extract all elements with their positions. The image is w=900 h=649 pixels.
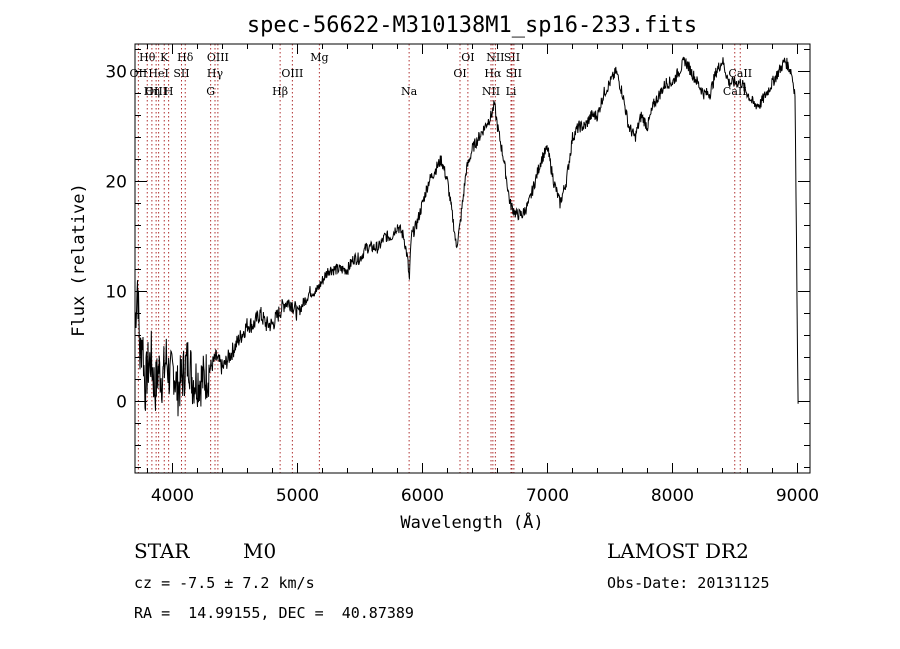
y-tick-label: 10 (105, 283, 127, 303)
emission-line-label: OII (130, 67, 148, 80)
emission-line-label: Hα (484, 67, 502, 80)
emission-line-label: OI (461, 51, 474, 64)
y-tick-label: 20 (105, 173, 127, 193)
emission-line-label: OI (453, 67, 466, 80)
emission-line-label: Hβ (272, 85, 288, 98)
y-tick-label: 0 (116, 393, 127, 413)
spectral-subclass: M0 (243, 539, 277, 563)
x-tick-label: 4000 (151, 486, 194, 506)
axes: 4000 5000 6000 7000 8000 9000 0 10 20 30 (105, 44, 819, 506)
emission-line-label: Mg (310, 51, 328, 64)
emission-line-label: SII (504, 51, 520, 64)
emission-line-label: OIII (207, 51, 229, 64)
emission-line-label: SII (173, 67, 189, 80)
x-tick-label: 8000 (651, 486, 694, 506)
x-tick-label: 6000 (401, 486, 444, 506)
x-axis-label: Wavelength (Å) (400, 511, 543, 533)
spectrum-line-0 (134, 56, 799, 417)
chart-title: spec-56622-M310138M1_sp16-233.fits (247, 13, 697, 38)
emission-line-label: Hη (144, 85, 160, 98)
emission-line-label: NII (482, 85, 500, 98)
survey-name: LAMOST DR2 (607, 539, 749, 563)
series-layer (134, 56, 799, 417)
emission-line-label: CaII (723, 85, 747, 98)
object-class: STAR (134, 539, 190, 563)
y-tick-label: 30 (105, 63, 127, 83)
emission-line-label: Li (506, 85, 517, 98)
x-tick-label: 5000 (276, 486, 319, 506)
emission-line-label: OIII (145, 85, 167, 98)
x-tick-label: 9000 (776, 486, 819, 506)
emission-line-label: Na (401, 85, 418, 98)
emission-line-label: Hδ (177, 51, 194, 64)
emission-line-markers: HθOIIOIIIKHeIHηHδSIIHOIIIHγGOIIIHβMgNaOI… (130, 44, 752, 473)
emission-line-label: Hθ (139, 51, 156, 64)
emission-line-label: NII (486, 51, 504, 64)
redshift-velocity: cz = -7.5 ± 7.2 km/s (134, 574, 315, 592)
plot-frame (134, 43, 811, 474)
observation-date: Obs-Date: 20131125 (607, 574, 770, 592)
emission-line-label: OIII (281, 67, 303, 80)
emission-line-label: H (164, 85, 174, 98)
y-axis-label: Flux (relative) (69, 183, 89, 337)
emission-line-label: Hγ (207, 67, 224, 80)
emission-line-label: K (160, 51, 169, 64)
x-tick-label: 7000 (526, 486, 569, 506)
emission-line-label: SII (506, 67, 522, 80)
emission-line-label: HeI (148, 67, 168, 80)
coordinates: RA = 14.99155, DEC = 40.87389 (134, 604, 414, 622)
emission-line-label: G (206, 85, 215, 98)
